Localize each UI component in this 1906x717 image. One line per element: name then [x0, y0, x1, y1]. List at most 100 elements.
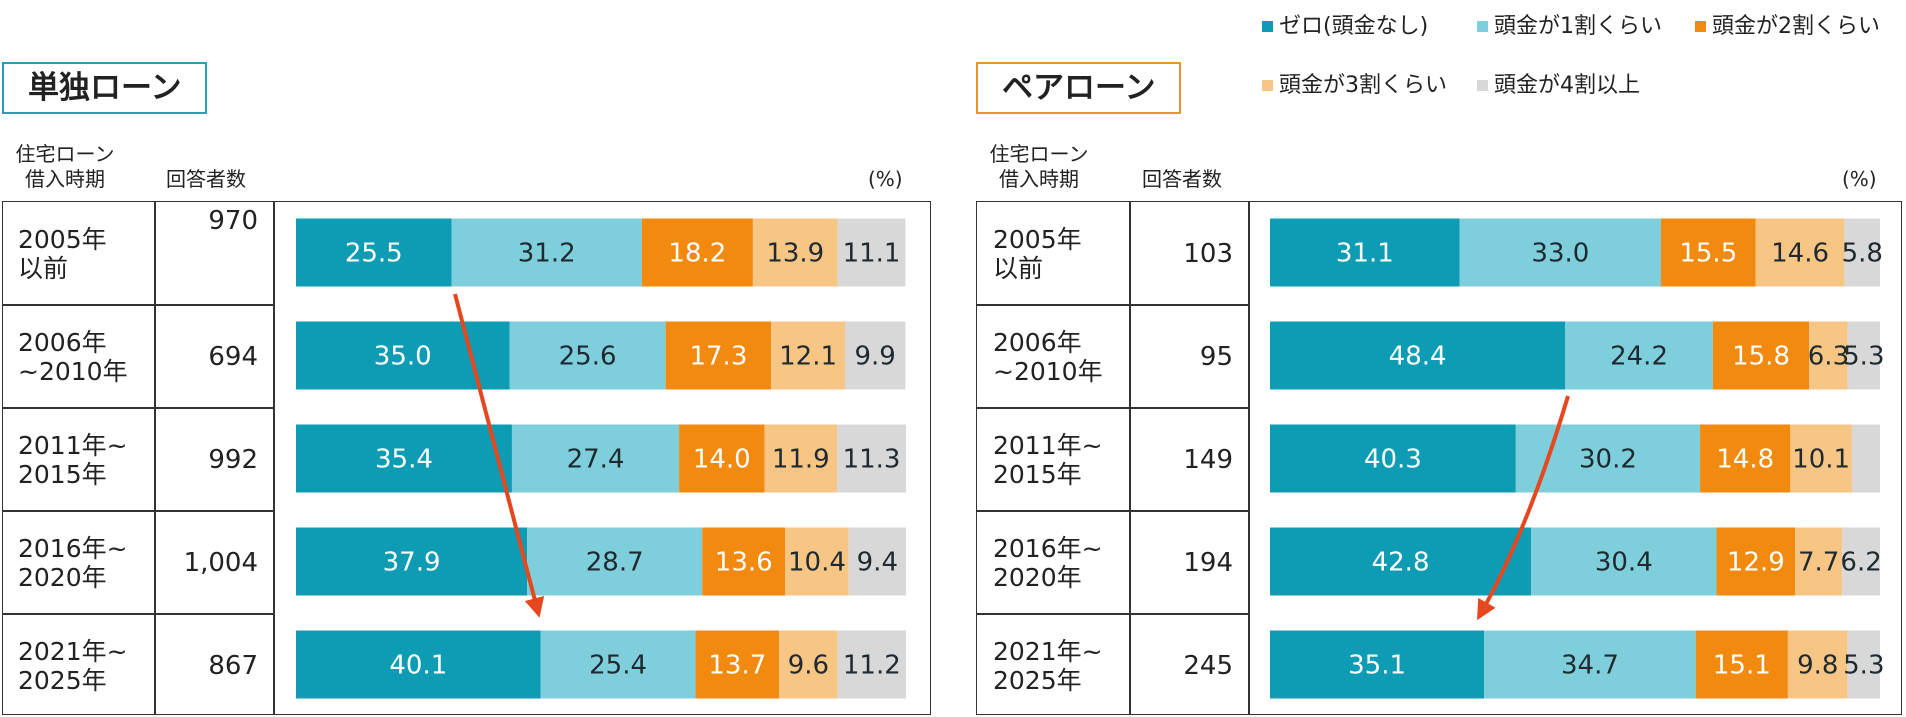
respondent-count: 694 [208, 342, 258, 372]
data-label: 6.3 [1808, 342, 1849, 372]
bar-segment [1716, 527, 1796, 596]
legend-swatch [1695, 21, 1706, 32]
data-label: 9.4 [857, 548, 898, 578]
data-label: 5.8 [1842, 239, 1883, 269]
data-label: 9.8 [1797, 651, 1838, 681]
legend-swatch [1477, 21, 1488, 32]
bar-segment [848, 527, 906, 596]
data-label: 15.8 [1732, 342, 1790, 372]
data-label: 17.3 [689, 342, 747, 372]
trend-arrow [453, 293, 545, 618]
trend-arrow [1477, 395, 1570, 621]
column-divider [273, 201, 275, 715]
data-label: 9.9 [855, 342, 896, 372]
data-label: 25.4 [589, 651, 647, 681]
respondent-count: 245 [1183, 651, 1233, 681]
bar-segment [641, 218, 753, 287]
period-label: 2021年~ 2025年 [18, 637, 128, 695]
data-label: 15.1 [1713, 651, 1771, 681]
respondent-count: 867 [208, 651, 258, 681]
legend-item-zero: ゼロ(頭金なし) [1262, 14, 1428, 40]
data-label: 28.7 [586, 548, 644, 578]
data-label: 11.3 [843, 445, 901, 475]
column-divider [154, 201, 156, 715]
bar-segment [1695, 630, 1788, 699]
data-label: 48.4 [1389, 342, 1447, 372]
data-label: 13.7 [708, 651, 766, 681]
table-frame [976, 201, 1902, 715]
unit-label: (%) [868, 167, 903, 191]
data-label: 37.9 [383, 548, 441, 578]
bar-segment [837, 630, 906, 699]
bar-segment [1790, 424, 1852, 493]
bar-segment [665, 321, 772, 390]
bar-segment [695, 630, 780, 699]
bar-segment [1531, 527, 1717, 596]
data-label: 27.4 [567, 445, 625, 475]
period-header: 住宅ローン 借入時期 [10, 142, 120, 192]
panel-title: ペアローン [976, 62, 1182, 114]
bar-segment [679, 424, 765, 493]
bar-segment [1270, 321, 1566, 390]
legend-item-20pct: 頭金が2割くらい [1695, 14, 1880, 40]
bar-segment [1459, 218, 1662, 287]
row-divider [2, 510, 274, 512]
respondent-count: 1,004 [183, 548, 258, 578]
data-label: 6.2 [1840, 548, 1881, 578]
unit-label: (%) [1842, 167, 1877, 191]
respondent-count: 103 [1183, 239, 1233, 269]
bar-segment [296, 424, 512, 493]
bar-segment [296, 321, 510, 390]
bar-segment [1847, 321, 1880, 390]
row-divider [976, 407, 1249, 409]
data-label: 35.0 [374, 342, 432, 372]
legend-swatch [1262, 80, 1273, 91]
bar-segment [1484, 630, 1696, 699]
data-label: 30.2 [1579, 445, 1637, 475]
bar-segment [779, 630, 838, 699]
data-label: 30.4 [1595, 548, 1653, 578]
respondent-count: 992 [208, 445, 258, 475]
bar-segment [1851, 424, 1880, 493]
period-label: 2016年~ 2020年 [18, 534, 128, 592]
data-label: 14.0 [693, 445, 751, 475]
data-label: 42.8 [1372, 548, 1430, 578]
data-label: 25.6 [559, 342, 617, 372]
bar-segment [752, 218, 838, 287]
bar-segment [1270, 527, 1532, 596]
period-label: 2006年 ~2010年 [18, 328, 128, 386]
data-label: 11.9 [772, 445, 830, 475]
period-header-line2: 借入時期 [25, 167, 105, 191]
bar-segment [785, 527, 849, 596]
data-label: 10.1 [1792, 445, 1850, 475]
data-label: 14.6 [1771, 239, 1829, 269]
data-label: 14.8 [1716, 445, 1774, 475]
period-header: 住宅ローン 借入時期 [984, 142, 1094, 192]
respondent-count: 95 [1199, 342, 1233, 372]
respondents-header: 回答者数 [1142, 167, 1222, 191]
bar-segment [527, 527, 703, 596]
row-divider [2, 407, 274, 409]
period-label: 2011年~ 2015年 [993, 431, 1103, 489]
bar-segment [1755, 218, 1845, 287]
bar-segment [296, 630, 541, 699]
data-label: 12.1 [779, 342, 837, 372]
bar-segment [845, 321, 906, 390]
data-label: 5.3 [1843, 651, 1884, 681]
data-label: 13.9 [766, 239, 824, 269]
data-label: 40.1 [389, 651, 447, 681]
data-label: 33.0 [1531, 239, 1589, 269]
respondents-header: 回答者数 [166, 167, 246, 191]
bar-segment [1844, 218, 1880, 287]
period-header-line1: 住宅ローン [989, 142, 1089, 166]
data-label: 10.4 [788, 548, 846, 578]
row-divider [2, 304, 274, 306]
row-divider [2, 613, 274, 615]
bar-segment [1847, 630, 1880, 699]
respondent-count: 149 [1183, 445, 1233, 475]
legend-swatch [1477, 80, 1488, 91]
bar-segment [1270, 218, 1460, 287]
data-label: 11.2 [843, 651, 901, 681]
